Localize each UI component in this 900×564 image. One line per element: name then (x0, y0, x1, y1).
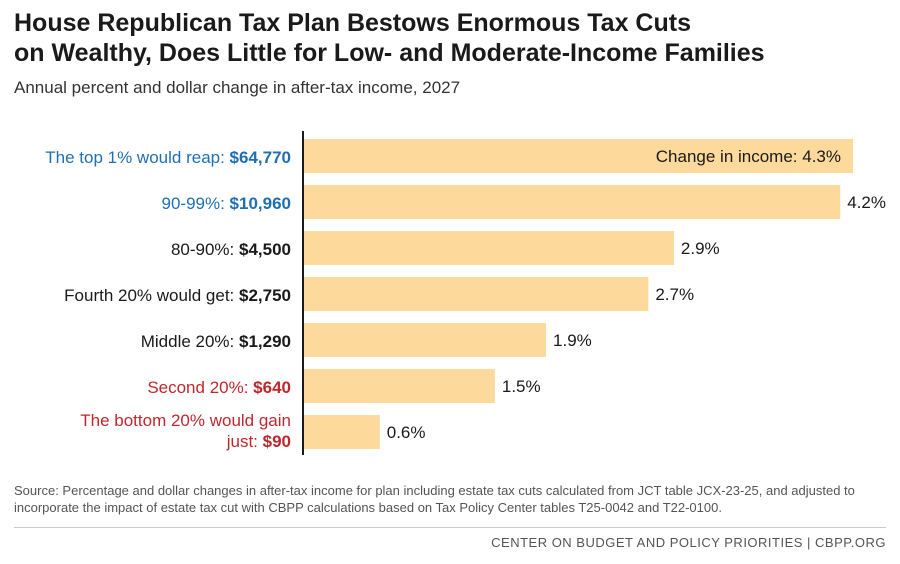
bar-value-label-1: 4.2% (847, 193, 886, 212)
category-label-4: Middle 20%: $1,290 (141, 332, 291, 351)
chart-subtitle: Annual percent and dollar change in afte… (14, 78, 461, 97)
category-label-0: The top 1% would reap: $64,770 (45, 148, 291, 167)
footer-credit: CENTER ON BUDGET AND POLICY PRIORITIES |… (491, 535, 886, 550)
bar-1 (303, 185, 841, 219)
bar-value-label-3: 2.7% (655, 285, 694, 304)
category-label-5: Second 20%: $640 (147, 378, 291, 397)
category-label-1: 90-99%: $10,960 (162, 194, 292, 213)
bar-value-label-6: 0.6% (387, 423, 426, 442)
category-label-3: Fourth 20% would get: $2,750 (64, 286, 291, 305)
bar-chart: Change in income: 4.3% The top 1% would r… (45, 131, 886, 455)
footer-divider (14, 527, 886, 528)
bar-5 (303, 369, 495, 403)
bar-4 (303, 323, 547, 357)
chart-title-line-1: House Republican Tax Plan Bestows Enormo… (14, 9, 691, 37)
bar-value-label-0: Change in income: 4.3% (656, 147, 841, 166)
source-note: Source: Percentage and dollar changes in… (14, 483, 855, 515)
bar-value-label-5: 1.5% (502, 377, 541, 396)
chart-title: House Republican Tax Plan Bestows Enormo… (14, 8, 884, 68)
bar-value-label-2: 2.9% (681, 239, 720, 258)
bar-0 (303, 139, 853, 173)
category-label-2: 80-90%: $4,500 (171, 240, 291, 259)
bar-value-label-4: 1.9% (553, 331, 592, 350)
chart-title-line-2: on Wealthy, Does Little for Low- and Mod… (14, 39, 765, 67)
bar-2 (303, 231, 674, 265)
bar-6 (303, 415, 380, 449)
category-label-6: just: $90 (226, 432, 291, 451)
category-label-line1-6: The bottom 20% would gain (80, 411, 291, 430)
bar-3 (303, 277, 649, 311)
